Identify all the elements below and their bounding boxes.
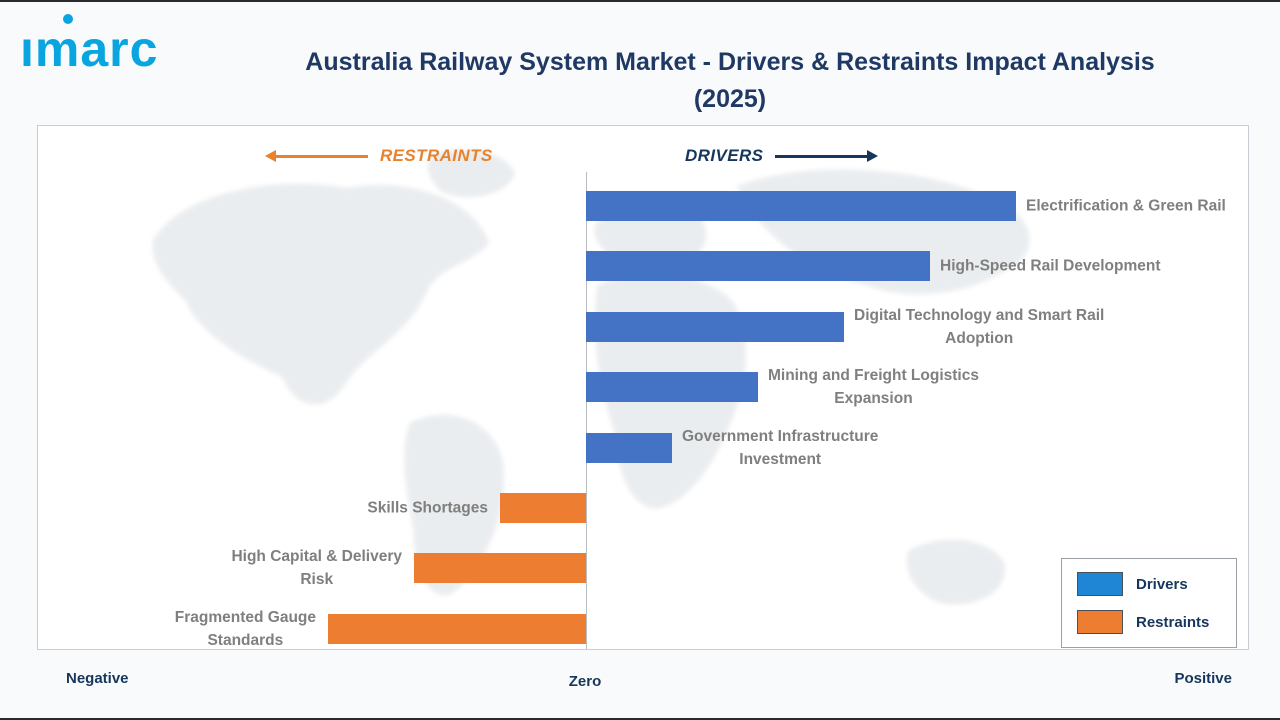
logo-dot-icon: [63, 14, 73, 24]
driver-bar-label: Electrification & Green Rail: [1026, 197, 1226, 215]
driver-bar: [586, 433, 672, 463]
logo-text: ımarc: [20, 21, 159, 77]
title-line-2: (2025): [693, 85, 767, 113]
restraint-bar-label: High Capital & Delivery Risk: [231, 548, 402, 588]
driver-bar: [586, 312, 844, 342]
legend-item-restraints: Restraints: [1077, 610, 1221, 634]
axis-caption-negative: Negative: [66, 670, 129, 687]
drivers-swatch-icon: [1077, 572, 1123, 596]
driver-bar: [586, 372, 758, 402]
chart-panel: RESTRAINTS DRIVERS Electrification & Gre…: [37, 125, 1249, 650]
imarc-logo: ımarc: [20, 12, 220, 84]
restraint-bar: [414, 553, 586, 583]
drivers-label: DRIVERS: [685, 146, 764, 165]
legend-label-restraints: Restraints: [1136, 613, 1210, 631]
page-title: Australia Railway System Market - Driver…: [220, 44, 1240, 118]
restraints-group-label: RESTRAINTS: [265, 146, 493, 166]
driver-bar-label: Mining and Freight Logistics Expansion: [768, 367, 979, 407]
legend: Drivers Restraints: [1061, 558, 1237, 648]
restraint-bar: [328, 614, 586, 644]
driver-bar: [586, 251, 930, 281]
title-line-1: Australia Railway System Market - Driver…: [305, 48, 1155, 76]
axis-caption-zero: Zero: [568, 673, 602, 690]
legend-item-drivers: Drivers: [1077, 572, 1221, 596]
axis-caption-positive: Positive: [1174, 670, 1232, 687]
bars-container: Electrification & Green Rail High-Speed R…: [38, 126, 1248, 649]
restraints-swatch-icon: [1077, 610, 1123, 634]
drivers-right-arrow-icon: [775, 149, 879, 162]
driver-bar-label: Digital Technology and Smart Rail Adopti…: [854, 307, 1105, 347]
zero-axis-line: [586, 172, 587, 649]
restraints-label: RESTRAINTS: [380, 146, 493, 165]
restraint-bar: [500, 493, 586, 523]
driver-bar-label: High-Speed Rail Development: [940, 257, 1161, 275]
driver-bar: [586, 191, 1016, 221]
drivers-group-label: DRIVERS: [685, 146, 879, 166]
driver-bar-label: Government Infrastructure Investment: [682, 428, 879, 468]
restraints-left-arrow-icon: [265, 149, 368, 162]
legend-label-drivers: Drivers: [1136, 575, 1188, 593]
restraint-bar-label: Skills Shortages: [367, 499, 488, 517]
restraint-bar-label: Fragmented Gauge Standards: [174, 609, 316, 649]
